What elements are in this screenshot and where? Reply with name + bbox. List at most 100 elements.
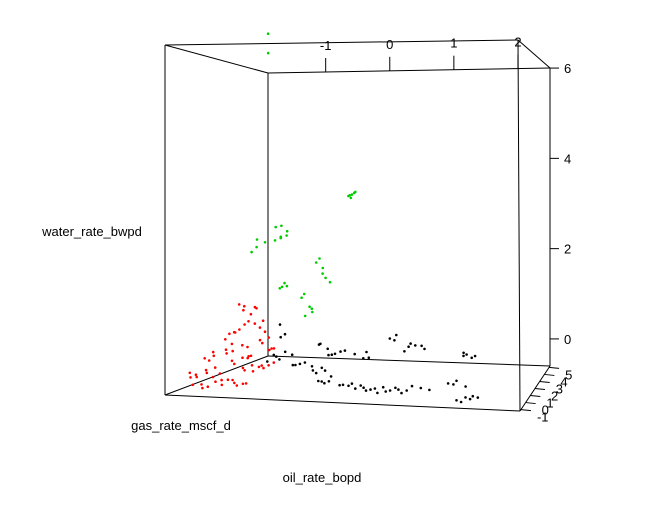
z-tick-label: 6	[564, 61, 571, 76]
data-point-red	[211, 375, 215, 379]
z-axis-label: water_rate_bwpd	[41, 224, 142, 239]
data-point-black	[359, 384, 363, 387]
data-point-red	[212, 354, 216, 358]
data-point-black	[393, 339, 396, 342]
data-point-black	[326, 347, 330, 351]
data-point-green	[300, 296, 303, 300]
data-point-black	[455, 399, 458, 402]
data-point-red	[267, 336, 271, 339]
y-tick-mark	[520, 409, 531, 412]
data-point-red	[238, 328, 241, 331]
data-point-red	[258, 326, 262, 329]
x-axis-label: oil_rate_bopd	[283, 470, 362, 485]
data-point-black	[468, 397, 472, 401]
data-point-black	[428, 388, 431, 392]
data-point-green	[280, 224, 283, 228]
data-point-black	[329, 375, 333, 378]
data-point-green	[314, 261, 318, 264]
data-point-green	[266, 51, 270, 55]
data-point-black	[455, 379, 458, 383]
z-tick-label: 4	[564, 151, 571, 166]
data-point-red	[232, 330, 236, 334]
data-point-black	[407, 345, 410, 349]
data-point-black	[278, 358, 281, 361]
data-point-red	[263, 330, 267, 334]
y-tick-mark	[549, 366, 560, 369]
data-point-black	[365, 350, 368, 354]
data-point-green	[310, 307, 314, 311]
data-point-red	[220, 383, 224, 387]
data-point-green	[308, 305, 311, 309]
data-point-black	[384, 390, 388, 393]
y-tick-label: 0	[542, 403, 549, 418]
data-point-red	[243, 304, 246, 308]
data-point-green	[274, 225, 278, 229]
data-point-red	[230, 359, 234, 363]
data-point-red	[253, 305, 257, 309]
plot-box	[164, 39, 551, 412]
data-point-black	[343, 349, 347, 352]
data-point-black	[294, 363, 297, 367]
data-point-red	[261, 341, 264, 345]
data-point-black	[272, 353, 276, 357]
y-tick-mark	[534, 388, 546, 390]
data-point-black	[423, 347, 426, 351]
data-point-red	[258, 338, 262, 342]
data-point-black	[381, 385, 385, 389]
data-point-black	[464, 396, 467, 399]
y-tick-label: 3	[556, 381, 563, 396]
data-point-black	[303, 361, 307, 364]
data-point-green	[302, 292, 306, 296]
data-point-black	[339, 350, 342, 353]
data-point-green	[280, 285, 284, 289]
data-point-red	[231, 378, 234, 382]
data-point-red	[218, 372, 222, 375]
data-point-red	[249, 312, 253, 316]
data-point-black	[333, 352, 337, 356]
data-point-black	[291, 363, 295, 367]
box-edge-vertical-front-right	[517, 39, 521, 412]
data-point-red	[224, 338, 227, 341]
box-edge-bottom-left	[164, 355, 269, 396]
data-point-black	[353, 352, 357, 356]
data-point-red	[241, 343, 244, 347]
box-edge-bottom-back	[267, 355, 551, 367]
data-point-green	[347, 194, 350, 198]
data-point-black	[394, 386, 397, 390]
data-point-red	[243, 323, 246, 326]
data-point-black	[459, 400, 463, 404]
data-point-black	[323, 369, 327, 372]
data-point-black	[462, 351, 465, 355]
data-point-black	[327, 380, 331, 383]
box-edge-top-front	[164, 39, 519, 46]
x-tick-label: -1	[320, 38, 332, 53]
data-point-red	[225, 352, 228, 355]
data-point-black	[290, 353, 294, 357]
data-point-black	[464, 385, 467, 388]
y-tick-label: -1	[537, 410, 549, 425]
data-point-black	[350, 382, 354, 385]
data-point-red	[268, 348, 271, 352]
data-point-red	[267, 364, 270, 367]
data-point-red	[246, 345, 249, 349]
data-point-red	[211, 350, 215, 354]
data-point-green	[285, 229, 289, 233]
data-point-black	[327, 353, 330, 357]
data-point-red	[241, 356, 244, 360]
data-point-green	[279, 236, 283, 240]
data-point-red	[228, 332, 231, 336]
data-point-black	[476, 396, 480, 399]
data-point-red	[231, 349, 234, 353]
data-point-black	[367, 356, 371, 360]
data-point-green	[285, 284, 289, 288]
data-point-red	[226, 378, 230, 382]
data-point-black	[446, 382, 450, 385]
data-point-black	[362, 386, 365, 390]
data-point-red	[251, 370, 255, 373]
data-point-black	[319, 342, 322, 346]
box-edge-bottom-front	[164, 394, 521, 412]
data-point-red	[250, 364, 254, 367]
data-point-black	[419, 386, 423, 390]
data-point-red	[272, 361, 276, 364]
